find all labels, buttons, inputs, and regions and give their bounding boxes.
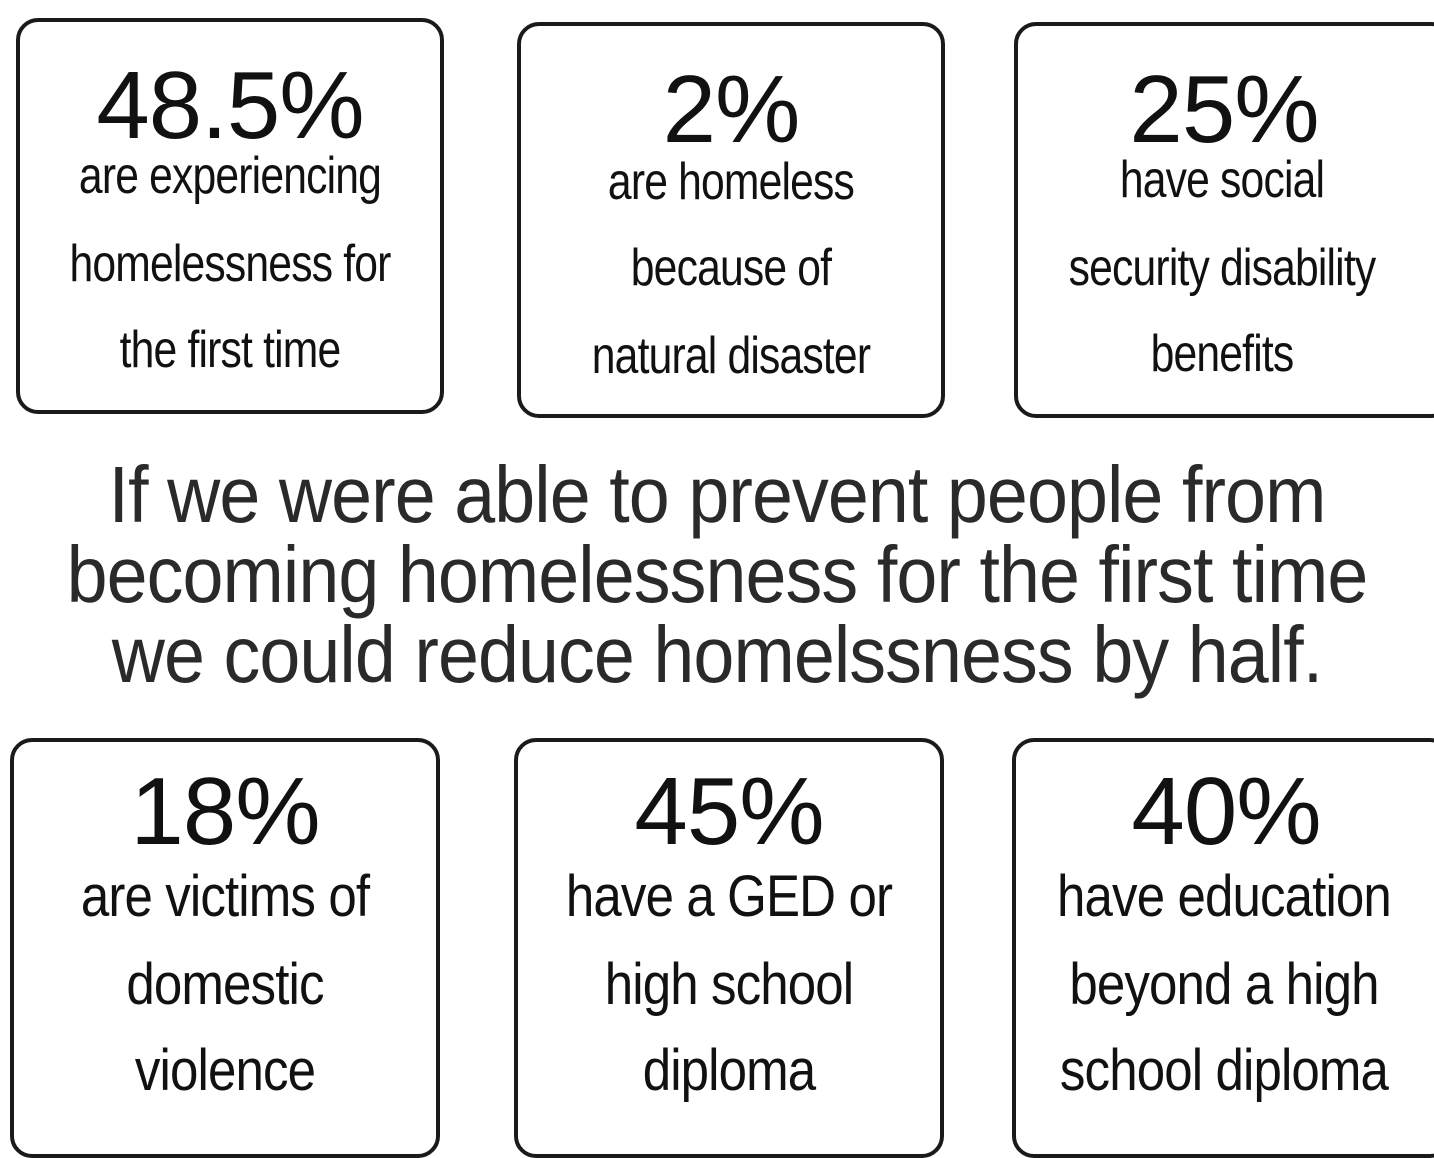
stat-description-line: have social [1119, 151, 1325, 209]
stat-description-line: high school [604, 952, 854, 1017]
stat-card-ged-diploma: 45% have a GED or high school diploma [514, 738, 944, 1158]
stat-value: 45% [634, 758, 824, 865]
prevention-message: If we were able to prevent people from b… [0, 455, 1434, 695]
stat-description-line: violence [134, 1038, 316, 1103]
stat-description-line: beyond a high [1069, 952, 1379, 1017]
stat-value: 40% [1131, 758, 1321, 865]
stat-value: 2% [662, 56, 801, 163]
stat-description-line: natural disaster [591, 327, 871, 385]
stat-description-line: diploma [642, 1038, 816, 1103]
stat-description-line: security disability [1068, 239, 1377, 297]
stat-card-domestic-violence: 18% are victims of domestic violence [10, 738, 440, 1158]
stat-card-first-time-homeless: 48.5% are experiencing homelessness for … [16, 18, 444, 414]
message-line: we could reduce homelssness by half. [111, 610, 1323, 699]
stat-card-disability-benefits: 25% have social security disability bene… [1014, 22, 1434, 418]
stat-value: 48.5% [96, 52, 364, 159]
stat-value: 18% [130, 758, 320, 865]
stat-description-line: benefits [1150, 325, 1295, 383]
stat-description-line: domestic [126, 952, 324, 1017]
stat-description-line: because of [630, 239, 832, 297]
stat-description-line: homelessness for [69, 235, 391, 293]
stat-description-line: are homeless [607, 153, 855, 211]
stat-description-line: school diploma [1059, 1038, 1389, 1103]
message-line: If we were able to prevent people from [108, 450, 1327, 539]
message-line: becoming homelessness for the first time [66, 530, 1369, 619]
stat-description-line: have a GED or [565, 864, 893, 929]
stat-description-line: have education [1057, 864, 1392, 929]
stat-card-natural-disaster: 2% are homeless because of natural disas… [517, 22, 945, 418]
stat-value: 25% [1129, 56, 1319, 163]
stat-description-line: are victims of [80, 864, 370, 929]
stat-description-line: the first time [119, 321, 342, 379]
stat-card-higher-education: 40% have education beyond a high school … [1012, 738, 1434, 1158]
stat-description-line: are experiencing [78, 147, 382, 205]
